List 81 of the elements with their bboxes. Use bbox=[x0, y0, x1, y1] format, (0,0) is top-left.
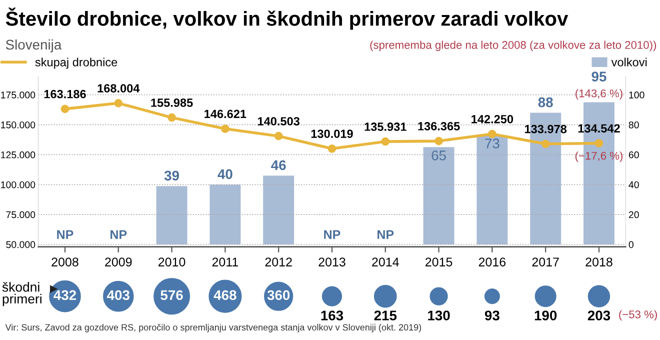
y-tick-label: 175.000 bbox=[1, 92, 36, 98]
x-tick-label: 2015 bbox=[426, 258, 452, 266]
data-label: 135.931 bbox=[364, 122, 406, 131]
data-label: 432 bbox=[54, 290, 76, 300]
text: (sprememba glede na leto 2008 (za volkove za leto 2010)) bbox=[370, 40, 656, 52]
data-label: 203 bbox=[588, 310, 610, 320]
data-label: 133.978 bbox=[524, 124, 567, 134]
y-tick-label: 125.000 bbox=[1, 151, 36, 158]
text: škodni primeri bbox=[2, 282, 42, 306]
y-tick-label: 100.000 bbox=[1, 181, 36, 188]
text: NP bbox=[324, 230, 340, 239]
point bbox=[168, 113, 176, 122]
y-tick-label: 150.000 bbox=[1, 121, 36, 128]
point bbox=[488, 130, 496, 138]
point bbox=[541, 140, 550, 148]
data-label: 140.503 bbox=[258, 117, 300, 126]
point bbox=[114, 99, 123, 108]
point bbox=[328, 144, 336, 153]
data-label: 39 bbox=[164, 170, 179, 181]
bar bbox=[156, 186, 188, 244]
data-label: 130.019 bbox=[311, 130, 353, 138]
x-tick-label: 2011 bbox=[212, 258, 238, 266]
data-label: 360 bbox=[267, 290, 290, 300]
x-tick-label: 2017 bbox=[532, 258, 559, 266]
data-label: 40 bbox=[218, 169, 232, 180]
y2-tick-label: 20 bbox=[628, 211, 639, 218]
data-label: 136.365 bbox=[418, 122, 460, 130]
data-label: 190 bbox=[534, 310, 557, 320]
point bbox=[381, 137, 390, 146]
bar bbox=[263, 176, 294, 244]
text: NP bbox=[378, 230, 394, 239]
bar bbox=[423, 147, 454, 244]
data-label: 134.542 bbox=[578, 124, 620, 133]
data-label: 403 bbox=[107, 290, 130, 300]
x-tick-label: 2008 bbox=[52, 258, 78, 266]
data-label: 73 bbox=[485, 138, 500, 148]
point bbox=[594, 139, 604, 148]
x-tick-label: 2010 bbox=[158, 258, 186, 266]
data-label: 65 bbox=[432, 150, 446, 160]
data-label: 130 bbox=[428, 310, 450, 320]
data-label: 163.186 bbox=[44, 90, 86, 98]
data-label: 215 bbox=[374, 310, 397, 320]
data-label: 468 bbox=[214, 290, 236, 300]
x-tick-label: 2012 bbox=[265, 258, 292, 266]
point bbox=[434, 136, 443, 146]
data-label: 95 bbox=[592, 72, 606, 82]
bar bbox=[210, 184, 241, 244]
x-tick-label: 2009 bbox=[105, 258, 132, 266]
chart-title: Število drobnice, volkov in škodnih primerov zaradi volkov bbox=[6, 8, 568, 30]
y2-tick-label: 100 bbox=[629, 92, 644, 98]
text: Vir: Surs, Zavod za gozdove RS, poročilo o spremljanju varstvenega stanja volkov v Sloveniji (okt. 2019) bbox=[5, 324, 422, 332]
data-label: 155.985 bbox=[151, 98, 193, 107]
x-tick-label: 2014 bbox=[372, 258, 399, 266]
data-label: 163 bbox=[321, 310, 344, 320]
y2-tick-label: 60 bbox=[628, 151, 639, 158]
x-tick-label: 2016 bbox=[478, 258, 506, 266]
data-label: 168.004 bbox=[98, 84, 140, 93]
text: NP bbox=[57, 230, 74, 239]
data-label: 576 bbox=[160, 290, 183, 300]
x-tick-label: 2013 bbox=[318, 258, 346, 266]
data-label: 146.621 bbox=[204, 110, 246, 118]
y2-tick-label: 40 bbox=[628, 181, 639, 188]
text: (−53 %) bbox=[619, 310, 657, 321]
chart-subtitle: Slovenija bbox=[6, 39, 62, 52]
y2-tick-label: 0 bbox=[628, 241, 634, 248]
annotation: (143,6 %) bbox=[576, 89, 622, 100]
data-label: 46 bbox=[271, 160, 286, 170]
point bbox=[274, 132, 283, 140]
data-label: 142.250 bbox=[472, 114, 514, 124]
legend-label: volkovi bbox=[611, 58, 647, 66]
y-tick-label: 50.000 bbox=[6, 241, 36, 248]
bar bbox=[476, 135, 508, 244]
y2-tick-label: 80 bbox=[628, 121, 639, 128]
y-tick-label: 75.000 bbox=[6, 211, 36, 218]
point bbox=[221, 124, 230, 133]
data-label: 88 bbox=[538, 97, 553, 108]
data-label: 93 bbox=[484, 310, 500, 320]
x-tick-label: 2018 bbox=[586, 258, 612, 266]
point bbox=[60, 104, 70, 114]
legend-label: skupaj drobnice bbox=[35, 58, 118, 69]
text: NP bbox=[110, 230, 127, 239]
